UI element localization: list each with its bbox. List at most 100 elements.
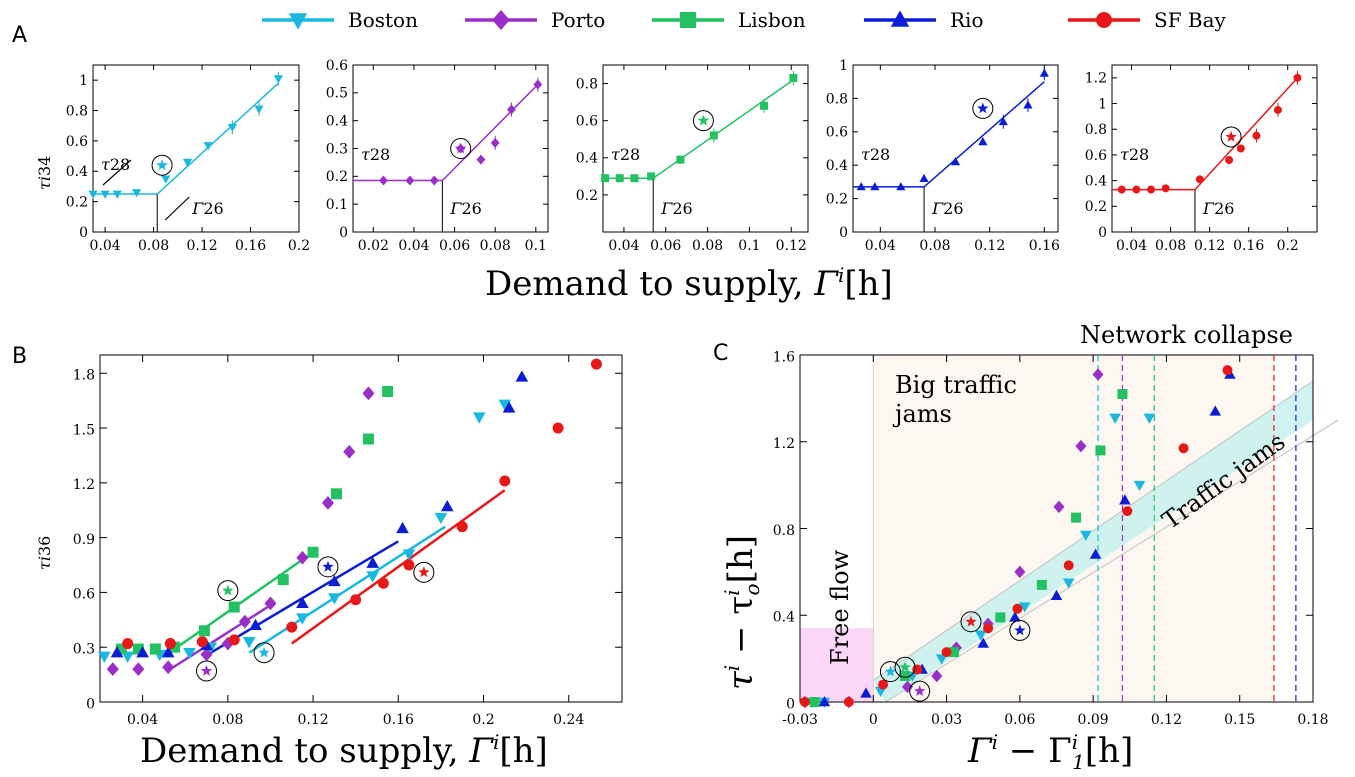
c-star-rio-ring: [1009, 619, 1031, 641]
panel-a-subplot-4: 0.04 0.08 0.12 0.16 0 0.2 0.4 0.6 0.8 1 τio28 Γi126: [826, 58, 1060, 254]
c-traffic-jams-band: [873, 381, 1313, 702]
b-point-sf-bay: [552, 422, 564, 434]
c-star-rio: [1014, 624, 1026, 636]
a-point-rio: [1023, 100, 1033, 109]
panel-a-subplot-2: 0.02 0.04 0.06 0.08 0.1 0 0.1 0.2 0.3 0.4 0.5 0.6 τi…: [326, 58, 549, 254]
a-point-porto: [533, 79, 543, 90]
c-ytick-label: 0.4: [773, 610, 795, 626]
a-tau0-label: τio28: [101, 155, 130, 174]
a5-ytick-label: 0: [1098, 225, 1107, 241]
b-point-boston: [498, 399, 512, 411]
a3-xtick-label: 0.1: [738, 238, 760, 254]
a4-xtick-label: 0.04: [865, 238, 896, 254]
c-point-sf-bay: [941, 647, 952, 658]
a-point-porto: [476, 154, 486, 165]
a2-ytick-label: 0.6: [326, 58, 348, 74]
a2-ytick-label: 0.4: [326, 114, 348, 130]
panel-b: 0.04 0.08 0.12 0.16 0.2 0.24 0 0.3 0.6 0.9 1.2 1.5 1…: [35, 354, 623, 771]
a-point-rio: [978, 137, 988, 146]
b-fit-lisbon: [173, 551, 314, 651]
panel-a-subplot-1: 0.04 0.08 0.12 0.16 0.2 0 0.2 0.4 0.6 0.8 1 τio28 Γi…: [66, 64, 310, 254]
c-band-lower-edge: [885, 419, 1339, 703]
b-point-boston: [366, 571, 380, 583]
legend-marker-boston: [288, 13, 308, 30]
a-ylabel: τi34: [35, 156, 54, 190]
b-point-porto: [321, 496, 335, 510]
a-fit-line-rio: [923, 81, 1045, 188]
b-ytick-label: 0.6: [73, 587, 95, 603]
a1-xtick-label: 0.16: [235, 238, 266, 254]
a1-ytick-label: 0.6: [66, 134, 88, 150]
c-point-sf-bay: [799, 697, 810, 707]
a-point-sf-bay: [1132, 185, 1141, 194]
b-point-lisbon: [149, 643, 161, 655]
b-xlabel: Demand to supply, Γi[h]: [140, 730, 548, 771]
b-star-sf-bay: [418, 566, 430, 578]
a-tau0-label: τio28: [611, 145, 640, 164]
c-band-upper-edge: [872, 380, 1314, 681]
b-point-sf-bay: [403, 559, 415, 571]
b-point-rio: [249, 618, 262, 630]
a4-xtick-label: 0.16: [1029, 238, 1060, 254]
b-point-boston: [242, 637, 256, 649]
a-point-sf-bay: [1273, 105, 1282, 114]
b-point-lisbon: [169, 641, 181, 653]
a-star-lisbon-ring: [692, 110, 714, 132]
b-star-rio-ring: [317, 556, 339, 578]
legend-label-boston: Boston: [348, 8, 418, 32]
a-point-porto: [490, 137, 500, 148]
a-point-porto: [429, 175, 439, 186]
c-star-sf-bay-ring: [960, 611, 982, 633]
a3-ytick-label: 0.6: [576, 114, 598, 130]
b-point-sf-bay: [377, 577, 389, 589]
legend: Boston Porto Lisbon Rio SF Bay: [262, 8, 1227, 32]
a-star-boston-ring: [151, 154, 173, 176]
b-point-lisbon: [330, 488, 342, 500]
b-star-lisbon-ring: [217, 580, 239, 602]
b-point-rio: [502, 401, 516, 413]
b-xtick-label: 0.16: [383, 712, 414, 728]
b-point-boston: [472, 412, 486, 424]
a2-xtick-label: 0.06: [439, 238, 470, 254]
a-star-sf-bay: [1225, 130, 1237, 142]
b-ytick-label: 1.8: [73, 368, 95, 384]
panel-a: 0.04 0.08 0.12 0.16 0.2 0 0.2 0.4 0.6 0.8 1 τio28 Γi…: [35, 58, 1318, 304]
a5-ytick-label: 0.2: [1085, 199, 1107, 215]
c-free-flow-label: Free flow: [826, 549, 854, 665]
a-arrow-tau: [102, 159, 132, 186]
b-star-boston: [258, 646, 270, 658]
b-point-porto: [162, 660, 175, 675]
b-point-rio: [296, 596, 309, 609]
c-point-sf-bay: [878, 679, 889, 690]
b-point-sf-bay: [350, 594, 362, 606]
a4-ytick-label: 0: [839, 225, 848, 241]
a-star-porto-ring: [450, 138, 472, 159]
c-point-sf-bay: [1063, 560, 1074, 571]
a2-xtick-label: 0.04: [398, 238, 429, 254]
a-gamma1-label: Γi126: [660, 199, 692, 218]
b-point-sf-bay: [499, 475, 511, 487]
a5-xtick-label: 0.2: [1277, 238, 1299, 254]
b-point-sf-bay: [196, 636, 208, 648]
c-xtick-label: 0: [869, 712, 878, 728]
a4-ytick-label: 1: [839, 58, 848, 74]
a-point-lisbon: [789, 73, 798, 82]
b-point-rio: [396, 521, 409, 534]
legend-label-lisbon: Lisbon: [738, 8, 806, 32]
a-arrow-gamma: [164, 196, 190, 221]
c-point-boston: [1062, 578, 1075, 589]
a-point-boston: [161, 175, 171, 184]
a1-xtick-label: 0.08: [138, 238, 169, 254]
a-point-lisbon: [615, 174, 624, 183]
c-point-sf-bay: [1222, 365, 1233, 376]
a-gamma1-label: Γi126: [1202, 199, 1234, 218]
a-point-rio: [950, 157, 961, 166]
panel-label-c: C: [713, 341, 728, 366]
c-point-boston: [1143, 413, 1156, 424]
b-ytick-label: 0.9: [73, 532, 95, 548]
b-point-rio: [440, 499, 454, 512]
a1-ytick-label: 0.8: [66, 103, 88, 119]
b-point-porto: [362, 386, 375, 401]
b-point-porto: [200, 647, 213, 662]
a3-xtick-label: 0.12: [776, 238, 807, 254]
